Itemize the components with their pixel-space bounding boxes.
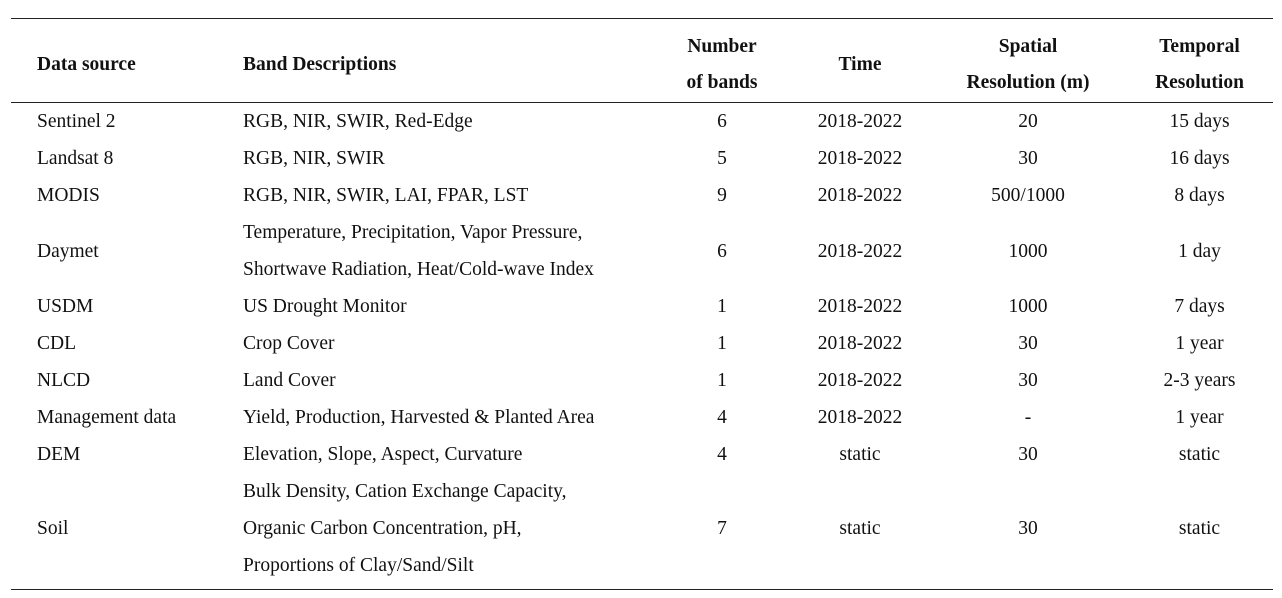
cell-number-of-bands: 1 bbox=[717, 333, 727, 354]
cell-temporal-resolution: 16 days bbox=[1169, 148, 1230, 169]
cell-time: static bbox=[839, 518, 881, 539]
header-number-of-bands: Number of bands bbox=[686, 36, 758, 93]
cell-band-descriptions: RGB, NIR, SWIR bbox=[217, 140, 654, 177]
cell-band-descriptions: Crop Cover bbox=[217, 325, 654, 362]
cell-data-source: USDM bbox=[37, 296, 94, 317]
cell-data-source: Soil bbox=[37, 518, 69, 539]
header-row: Data source Band Descriptions Number of … bbox=[11, 19, 1273, 102]
cell-time: 2018-2022 bbox=[817, 370, 903, 391]
cell-spatial-resolution: 30 bbox=[1018, 148, 1038, 169]
band-description-line: Yield, Production, Harvested & Planted A… bbox=[243, 407, 595, 428]
band-description-line: Proportions of Clay/Sand/Silt bbox=[243, 555, 474, 576]
cell-data-source: MODIS bbox=[37, 185, 100, 206]
cell-band-descriptions: Yield, Production, Harvested & Planted A… bbox=[217, 399, 654, 436]
cell-spatial-resolution: 30 bbox=[1018, 333, 1038, 354]
cell-temporal-resolution: 1 day bbox=[1178, 240, 1221, 262]
data-sources-table: Data source Band Descriptions Number of … bbox=[11, 18, 1273, 590]
header-time: Time bbox=[838, 54, 882, 75]
cell-band-descriptions: RGB, NIR, SWIR, LAI, FPAR, LST bbox=[217, 177, 654, 214]
cell-temporal-resolution: 8 days bbox=[1174, 185, 1225, 206]
header-spatial-resolution: Spatial Resolution (m) bbox=[966, 36, 1090, 93]
band-description-line: Crop Cover bbox=[243, 333, 335, 354]
cell-temporal-resolution: 1 year bbox=[1175, 333, 1224, 354]
table-row: Soil Bulk Density, Cation Exchange Capaci… bbox=[11, 473, 1273, 584]
cell-spatial-resolution: 1000 bbox=[1008, 296, 1048, 317]
table-row: DEM Elevation, Slope, Aspect, Curvature 4 s… bbox=[11, 436, 1273, 473]
band-description-line: RGB, NIR, SWIR, LAI, FPAR, LST bbox=[243, 185, 529, 206]
cell-data-source: DEM bbox=[37, 444, 81, 465]
band-description-line: RGB, NIR, SWIR, Red-Edge bbox=[243, 111, 473, 132]
band-description-line: Elevation, Slope, Aspect, Curvature bbox=[243, 444, 523, 465]
cell-temporal-resolution: static bbox=[1178, 518, 1221, 539]
table-row: USDM US Drought Monitor 1 2018-2022 1000 7 da… bbox=[11, 288, 1273, 325]
cell-band-descriptions: Elevation, Slope, Aspect, Curvature bbox=[217, 436, 654, 473]
cell-band-descriptions: Land Cover bbox=[217, 362, 654, 399]
cell-temporal-resolution: 1 year bbox=[1175, 407, 1224, 428]
header-data-source: Data source bbox=[37, 54, 136, 75]
cell-band-descriptions: Temperature, Precipitation, Vapor Pressu… bbox=[217, 214, 654, 288]
band-description-line: Shortwave Radiation, Heat/Cold-wave Inde… bbox=[243, 259, 594, 280]
cell-number-of-bands: 4 bbox=[717, 444, 727, 465]
cell-spatial-resolution: 1000 bbox=[1008, 240, 1048, 262]
cell-time: static bbox=[839, 444, 881, 465]
band-description-line: Bulk Density, Cation Exchange Capacity, bbox=[243, 481, 567, 502]
top-rule bbox=[11, 18, 1273, 19]
table-row: Management data Yield, Production, Harves… bbox=[11, 399, 1273, 436]
cell-time: 2018-2022 bbox=[817, 185, 903, 206]
cell-spatial-resolution: 500/1000 bbox=[991, 185, 1065, 206]
band-description-line: Land Cover bbox=[243, 370, 336, 391]
cell-data-source: Landsat 8 bbox=[37, 148, 114, 169]
cell-time: 2018-2022 bbox=[817, 111, 903, 132]
table-row: CDL Crop Cover 1 2018-2022 30 1 year bbox=[11, 325, 1273, 362]
cell-number-of-bands: 1 bbox=[717, 370, 727, 391]
cell-band-descriptions: RGB, NIR, SWIR, Red-Edge bbox=[217, 103, 654, 140]
table-row: Daymet Temperature, Precipitation, Vapor … bbox=[11, 214, 1273, 288]
cell-number-of-bands: 7 bbox=[717, 518, 727, 539]
band-description-line: Organic Carbon Concentration, pH, bbox=[243, 518, 522, 539]
band-description-line: US Drought Monitor bbox=[243, 296, 407, 317]
table-body: Sentinel 2 RGB, NIR, SWIR, Red-Edge 6 2018-… bbox=[11, 103, 1273, 589]
cell-data-source: Sentinel 2 bbox=[37, 111, 116, 132]
table-row: MODIS RGB, NIR, SWIR, LAI, FPAR, LST 9 2018… bbox=[11, 177, 1273, 214]
cell-spatial-resolution: 30 bbox=[1018, 444, 1038, 465]
cell-number-of-bands: 6 bbox=[717, 240, 727, 262]
band-description-line: Temperature, Precipitation, Vapor Pressu… bbox=[243, 222, 583, 243]
header-rule bbox=[11, 102, 1273, 103]
cell-time: 2018-2022 bbox=[817, 296, 903, 317]
cell-data-source: Management data bbox=[37, 407, 177, 428]
cell-number-of-bands: 1 bbox=[717, 296, 727, 317]
cell-band-descriptions: US Drought Monitor bbox=[217, 288, 654, 325]
cell-temporal-resolution: 15 days bbox=[1169, 111, 1230, 132]
cell-time: 2018-2022 bbox=[817, 407, 903, 428]
cell-temporal-resolution: 7 days bbox=[1174, 296, 1225, 317]
cell-time: 2018-2022 bbox=[817, 148, 903, 169]
cell-temporal-resolution: 2-3 years bbox=[1163, 370, 1236, 391]
cell-data-source: Daymet bbox=[37, 240, 99, 262]
cell-spatial-resolution: - bbox=[1024, 407, 1032, 428]
cell-spatial-resolution: 30 bbox=[1018, 518, 1038, 539]
band-description-line: RGB, NIR, SWIR bbox=[243, 148, 385, 169]
table-row: Sentinel 2 RGB, NIR, SWIR, Red-Edge 6 2018-… bbox=[11, 103, 1273, 140]
cell-temporal-resolution: static bbox=[1178, 444, 1221, 465]
cell-number-of-bands: 5 bbox=[717, 148, 727, 169]
cell-number-of-bands: 6 bbox=[717, 111, 727, 132]
cell-time: 2018-2022 bbox=[817, 333, 903, 354]
header-temporal-resolution: Temporal Resolution bbox=[1155, 36, 1244, 93]
cell-data-source: NLCD bbox=[37, 370, 91, 391]
cell-time: 2018-2022 bbox=[817, 240, 903, 262]
cell-band-descriptions: Bulk Density, Cation Exchange Capacity, O… bbox=[217, 473, 654, 584]
bottom-rule bbox=[11, 589, 1273, 590]
table-row: Landsat 8 RGB, NIR, SWIR 5 2018-2022 30 16 da… bbox=[11, 140, 1273, 177]
cell-spatial-resolution: 30 bbox=[1018, 370, 1038, 391]
cell-data-source: CDL bbox=[37, 333, 76, 354]
header-band-descriptions: Band Descriptions bbox=[243, 54, 397, 75]
cell-number-of-bands: 4 bbox=[717, 407, 727, 428]
cell-spatial-resolution: 20 bbox=[1018, 111, 1038, 132]
cell-number-of-bands: 9 bbox=[717, 185, 727, 206]
table-row: NLCD Land Cover 1 2018-2022 30 2-3 years bbox=[11, 362, 1273, 399]
